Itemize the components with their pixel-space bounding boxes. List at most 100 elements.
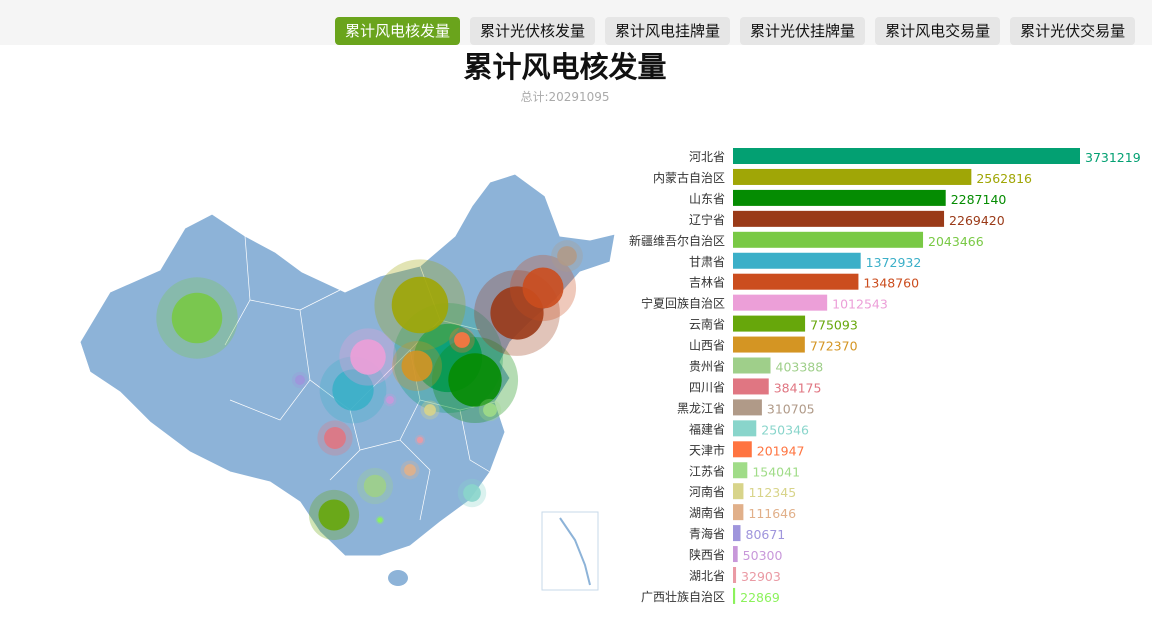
bar-category-label: 福建省: [689, 421, 725, 436]
bar[interactable]: [733, 189, 946, 206]
bar-category-label: 贵州省: [689, 360, 725, 374]
bar[interactable]: [733, 525, 741, 542]
bubble[interactable]: [294, 374, 306, 386]
bar-category-label: 天津市: [689, 442, 725, 457]
bar-value-label: 310705: [767, 401, 815, 416]
bubble[interactable]: [454, 332, 470, 348]
bubble[interactable]: [404, 464, 416, 476]
bar[interactable]: [733, 357, 771, 374]
tab-2[interactable]: 累计风电挂牌量: [605, 17, 731, 45]
bar-category-label: 四川省: [689, 380, 725, 394]
bar-category-label: 山西省: [689, 339, 725, 353]
bar-value-label: 80671: [746, 527, 786, 542]
bubble[interactable]: [324, 427, 346, 449]
bar[interactable]: [733, 587, 736, 604]
bar[interactable]: [733, 420, 757, 437]
bar-value-label: 403388: [776, 360, 824, 375]
bar-category-label: 广西壮族自治区: [641, 590, 725, 604]
bar-category-label: 新疆维吾尔自治区: [629, 233, 725, 248]
bar-category-label: 甘肃省: [689, 255, 725, 269]
bar-value-label: 250346: [761, 422, 809, 437]
bar-value-label: 22869: [740, 590, 780, 605]
bar-value-label: 1372932: [866, 255, 922, 270]
bar-category-label: 吉林省: [689, 276, 725, 290]
bubble[interactable]: [386, 396, 394, 404]
bubble[interactable]: [363, 474, 387, 498]
bar[interactable]: [733, 231, 924, 248]
bubble[interactable]: [401, 350, 433, 382]
chart-subtitle: 总计:20291095: [520, 90, 610, 104]
bubble[interactable]: [318, 499, 350, 531]
bar-category-label: 辽宁省: [689, 212, 725, 227]
bar-category-label: 黑龙江省: [677, 401, 725, 415]
hainan-island: [388, 570, 408, 586]
bar-value-label: 50300: [743, 548, 783, 563]
inset-islands: [559, 517, 591, 586]
bar-category-label: 河北省: [689, 150, 725, 164]
bar[interactable]: [733, 252, 861, 269]
metric-tabs: 累计风电核发量 累计光伏核发量 累计风电挂牌量 累计光伏挂牌量 累计风电交易量 累计光伏交…: [335, 17, 1136, 45]
bubble[interactable]: [424, 404, 436, 416]
bubble[interactable]: [391, 276, 449, 334]
bar-category-label: 河南省: [689, 484, 725, 499]
bubble[interactable]: [557, 246, 577, 266]
bar-value-label: 772370: [810, 339, 858, 354]
bar-category-label: 内蒙古自治区: [653, 170, 725, 185]
bar-chart: 河北省 3731219 内蒙古自治区 2562816 山东省 2287140 辽宁省 2269…: [629, 148, 1141, 605]
bubble[interactable]: [483, 403, 497, 417]
bar-value-label: 1012543: [832, 297, 888, 312]
tab-0[interactable]: 累计风电核发量: [335, 17, 461, 45]
bar-category-label: 宁夏回族自治区: [641, 296, 725, 311]
bar[interactable]: [733, 168, 972, 185]
bar[interactable]: [733, 462, 748, 479]
bar[interactable]: [733, 483, 744, 500]
bar[interactable]: [733, 148, 1080, 164]
bar[interactable]: [733, 546, 738, 563]
bubble[interactable]: [350, 339, 386, 375]
bar-value-label: 112345: [748, 485, 796, 500]
bubble[interactable]: [463, 484, 481, 502]
bar-value-label: 1348760: [863, 276, 919, 291]
bar[interactable]: [733, 315, 806, 332]
bubble[interactable]: [448, 353, 502, 407]
bar[interactable]: [733, 504, 744, 521]
bar[interactable]: [733, 294, 828, 311]
chart-title: 累计风电核发量: [463, 50, 667, 84]
bar-value-label: 775093: [810, 318, 858, 333]
bar-value-label: 111646: [748, 506, 796, 521]
bar-category-label: 山东省: [689, 192, 725, 206]
tab-4[interactable]: 累计风电交易量: [875, 17, 1001, 45]
bar-value-label: 32903: [741, 569, 781, 584]
bar[interactable]: [733, 378, 769, 395]
bar[interactable]: [733, 210, 945, 227]
bubble[interactable]: [332, 369, 374, 411]
bar-category-label: 湖北省: [689, 568, 725, 583]
bubble[interactable]: [377, 517, 383, 523]
bar[interactable]: [733, 567, 737, 583]
bubble[interactable]: [171, 292, 223, 344]
south-china-sea-inset: [541, 511, 599, 591]
bubble[interactable]: [416, 436, 424, 444]
bar-value-label: 2562816: [976, 171, 1032, 186]
bar[interactable]: [733, 399, 762, 416]
bar-category-label: 陕西省: [689, 547, 725, 562]
bar[interactable]: [733, 273, 859, 290]
map-bubbles: [156, 240, 583, 541]
bar[interactable]: [733, 336, 805, 353]
bar[interactable]: [733, 441, 752, 458]
bar-value-label: 2287140: [951, 192, 1007, 207]
bar-value-label: 3731219: [1085, 150, 1141, 165]
bar-category-label: 云南省: [689, 317, 725, 332]
tab-3[interactable]: 累计光伏挂牌量: [740, 17, 866, 45]
bar-value-label: 384175: [774, 380, 822, 395]
bubble[interactable]: [522, 267, 564, 309]
bar-category-label: 湖南省: [689, 505, 725, 520]
bar-category-label: 青海省: [689, 526, 725, 541]
bar-value-label: 2043466: [928, 234, 984, 249]
bar-value-label: 201947: [757, 443, 805, 458]
tab-1[interactable]: 累计光伏核发量: [470, 17, 596, 45]
bar-value-label: 154041: [752, 464, 800, 479]
tab-5[interactable]: 累计光伏交易量: [1010, 17, 1136, 45]
bar-value-label: 2269420: [949, 213, 1005, 228]
